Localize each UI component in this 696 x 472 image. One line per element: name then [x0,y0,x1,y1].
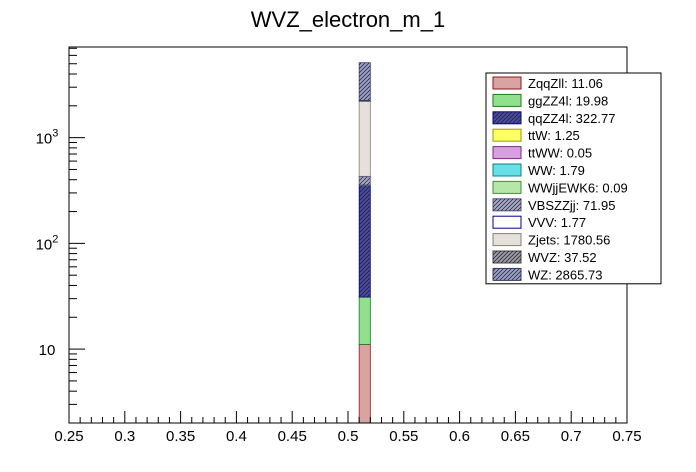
legend-entry: VVV: 1.77 [528,215,586,230]
bar-segment-hatch-qqzz4l [359,185,371,298]
legend-entry: WZ: 2865.73 [528,267,602,282]
bar-segment-zjets [358,100,371,177]
legend-swatch-hatch [493,111,521,124]
legend-entry: ttW: 1.25 [528,128,580,143]
legend-swatch [492,215,522,229]
legend-entry: ZqqZll: 11.06 [528,76,603,91]
x-tick-label: 0.5 [338,428,359,445]
x-tick-label: 0.25 [54,428,83,445]
bar-segment-zqqzll [358,344,371,424]
chart-title: WVZ_electron_m_1 [251,7,445,32]
x-tick-label: 0.35 [166,428,195,445]
legend-swatch [492,128,522,142]
bar-segment-hatch-vbszzjj [359,176,371,185]
legend: ZqqZll: 11.06 ggZZ4l: 19.98 qqZZ4l: 322.77… [485,72,662,285]
legend-swatch-hatch [493,251,521,263]
x-tick-label: 0.75 [612,428,641,445]
legend-swatch [492,76,522,90]
y-tick-label: 103 [36,128,59,148]
y-tick-label: 10 [39,342,56,359]
legend-entry: qqZZ4l: 322.77 [528,111,615,126]
legend-swatch [492,93,522,107]
x-tick-label: 0.6 [449,428,470,445]
legend-swatch [492,233,522,247]
legend-swatch [492,146,522,160]
x-tick-label: 0.3 [114,428,135,445]
legend-entry: WW: 1.79 [528,163,585,178]
legend-swatch [492,163,522,177]
x-tick-label: 0.65 [501,428,530,445]
x-tick-label: 0.45 [278,428,307,445]
legend-swatch-hatch [493,268,521,281]
legend-swatch [492,180,522,194]
x-tick-label: 0.55 [389,428,418,445]
x-tick-label: 0.7 [561,428,582,445]
bar-segment-hatch-wz [359,62,371,101]
legend-swatch-hatch [493,198,521,211]
legend-entry: ggZZ4l: 19.98 [528,93,608,108]
legend-entry: ttWW: 0.05 [528,146,592,161]
legend-entry: WWjjEWK6: 0.09 [528,180,628,195]
legend-entry: VBSZZjj: 71.95 [528,198,615,213]
bar-segment-ggzz4l [358,296,371,345]
x-tick-label: 0.4 [226,428,247,445]
legend-entry: WVZ: 37.52 [528,250,597,265]
y-tick-label: 102 [36,233,59,253]
legend-entry: Zjets: 1780.56 [528,233,610,248]
legend-box [485,72,662,285]
